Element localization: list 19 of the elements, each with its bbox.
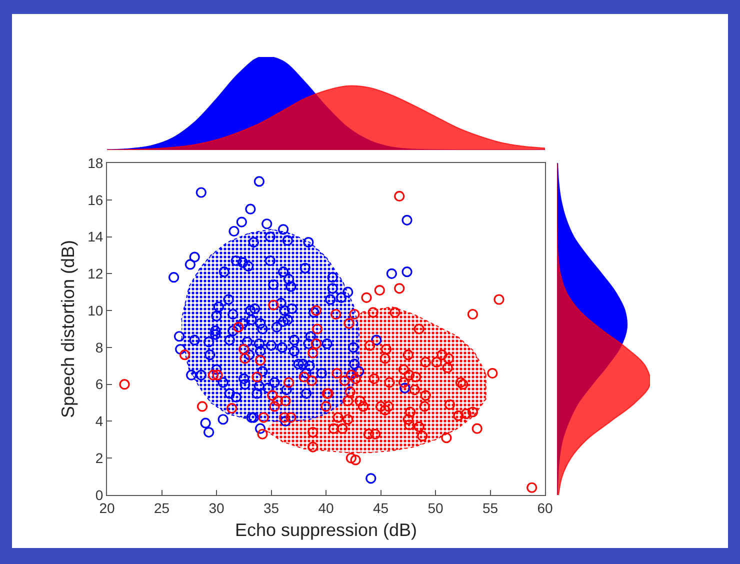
y-tick-label: 10	[88, 302, 104, 318]
x-tick-label: 30	[208, 500, 224, 516]
y-tick-label: 16	[88, 192, 104, 208]
x-tick-label: 60	[537, 500, 553, 516]
y-tick-label: 2	[95, 450, 104, 466]
y-tick-label: 12	[88, 266, 104, 282]
x-axis-title: Echo suppression (dB)	[234, 520, 418, 540]
x-tick-label: 25	[154, 500, 170, 516]
x-tick-label: 55	[482, 500, 498, 516]
x-tick-label: 40	[318, 500, 334, 516]
y-tick-label: 18	[88, 154, 104, 171]
y-tick-label: 4	[95, 413, 104, 430]
y-axis-title: Speech distortion (dB)	[58, 240, 78, 418]
y-tick-label: 14	[88, 228, 104, 245]
x-tick-label: 50	[428, 500, 444, 516]
x-tick-label: 45	[372, 500, 389, 516]
y-tick-label: 6	[95, 376, 104, 392]
x-tick-label: 35	[263, 500, 280, 516]
y-tick-label: 8	[95, 339, 104, 356]
